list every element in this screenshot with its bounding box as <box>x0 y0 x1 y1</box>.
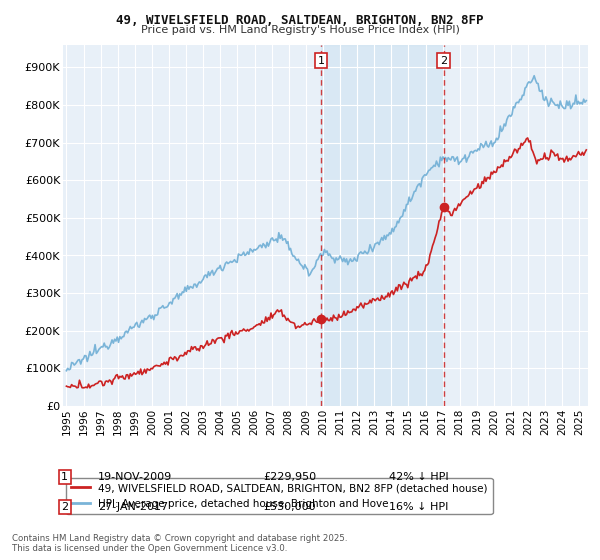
Legend: 49, WIVELSFIELD ROAD, SALTDEAN, BRIGHTON, BN2 8FP (detached house), HPI: Average: 49, WIVELSFIELD ROAD, SALTDEAN, BRIGHTON… <box>65 478 493 514</box>
Text: 27-JAN-2017: 27-JAN-2017 <box>98 502 168 512</box>
Text: 2: 2 <box>61 502 68 512</box>
Text: Price paid vs. HM Land Registry's House Price Index (HPI): Price paid vs. HM Land Registry's House … <box>140 25 460 35</box>
Text: 49, WIVELSFIELD ROAD, SALTDEAN, BRIGHTON, BN2 8FP: 49, WIVELSFIELD ROAD, SALTDEAN, BRIGHTON… <box>116 14 484 27</box>
Text: £229,950: £229,950 <box>263 472 316 482</box>
Text: 16% ↓ HPI: 16% ↓ HPI <box>389 502 448 512</box>
Text: £530,000: £530,000 <box>263 502 316 512</box>
Text: 1: 1 <box>317 55 325 66</box>
Text: 19-NOV-2009: 19-NOV-2009 <box>98 472 172 482</box>
Text: Contains HM Land Registry data © Crown copyright and database right 2025.
This d: Contains HM Land Registry data © Crown c… <box>12 534 347 553</box>
Text: 42% ↓ HPI: 42% ↓ HPI <box>389 472 448 482</box>
Text: 2: 2 <box>440 55 448 66</box>
Text: 1: 1 <box>61 472 68 482</box>
Bar <box>321 45 444 406</box>
